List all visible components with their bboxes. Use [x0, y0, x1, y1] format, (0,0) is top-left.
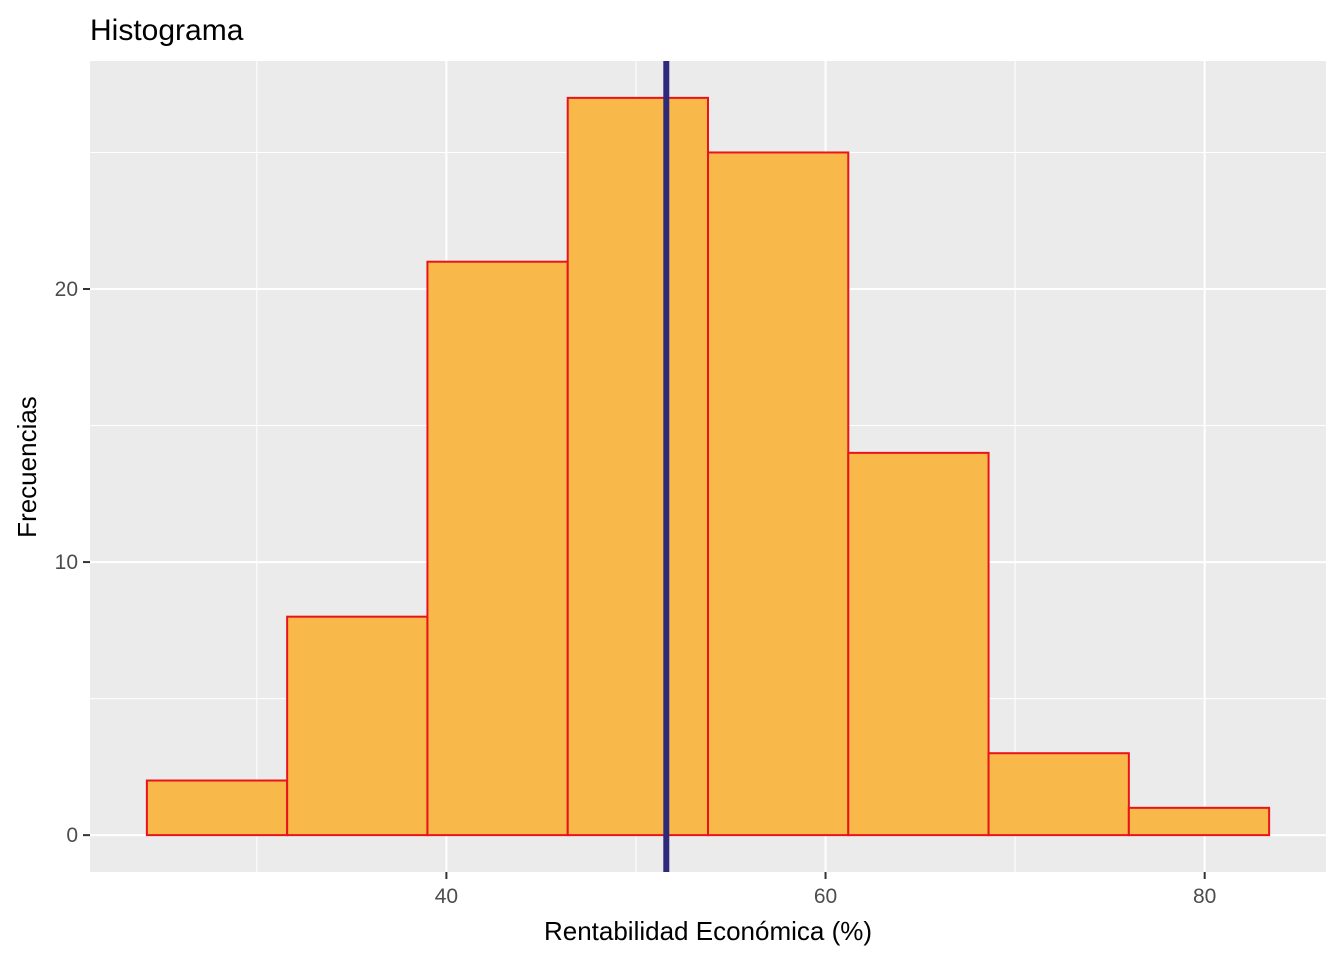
histogram-bar — [987, 752, 1130, 837]
x-axis-title: Rentabilidad Económica (%) — [544, 916, 872, 946]
histogram-bar — [426, 260, 569, 837]
y-tick-label: 0 — [66, 824, 78, 847]
y-tick-label: 20 — [55, 278, 78, 301]
histogram-bar — [847, 451, 990, 837]
x-tick-label: 40 — [435, 885, 458, 908]
x-tick-label: 60 — [814, 885, 837, 908]
y-axis: 0 10 20 — [55, 278, 90, 847]
histogram-bars — [145, 96, 1271, 837]
histogram-bar — [145, 779, 289, 837]
x-tick-label: 80 — [1193, 885, 1216, 908]
y-tick-label: 10 — [55, 551, 78, 574]
histogram-bar — [566, 96, 709, 837]
histogram-bar — [707, 151, 850, 837]
x-axis: 40 60 80 — [435, 872, 1216, 908]
y-axis-title: Frecuencias — [12, 396, 42, 538]
histogram-bar — [1127, 806, 1271, 837]
chart-title: Histograma — [90, 14, 244, 47]
histogram-bar — [286, 615, 429, 837]
